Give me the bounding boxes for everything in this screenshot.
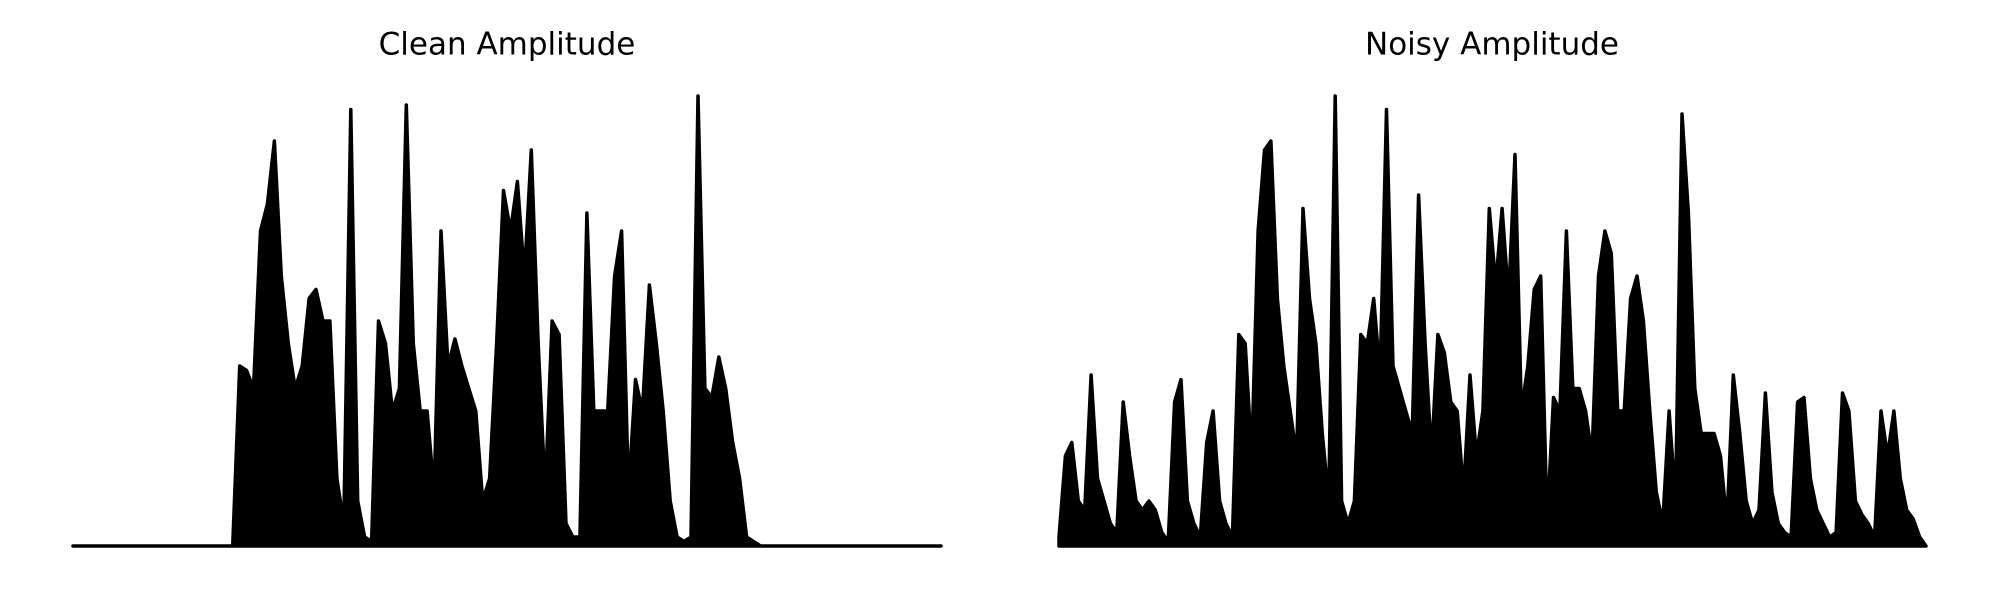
- amplitude-area: [1057, 94, 1928, 548]
- amplitude-area: [71, 94, 943, 548]
- chart-title: Clean Amplitude: [379, 27, 636, 63]
- chart-title: Noisy Amplitude: [1365, 27, 1619, 63]
